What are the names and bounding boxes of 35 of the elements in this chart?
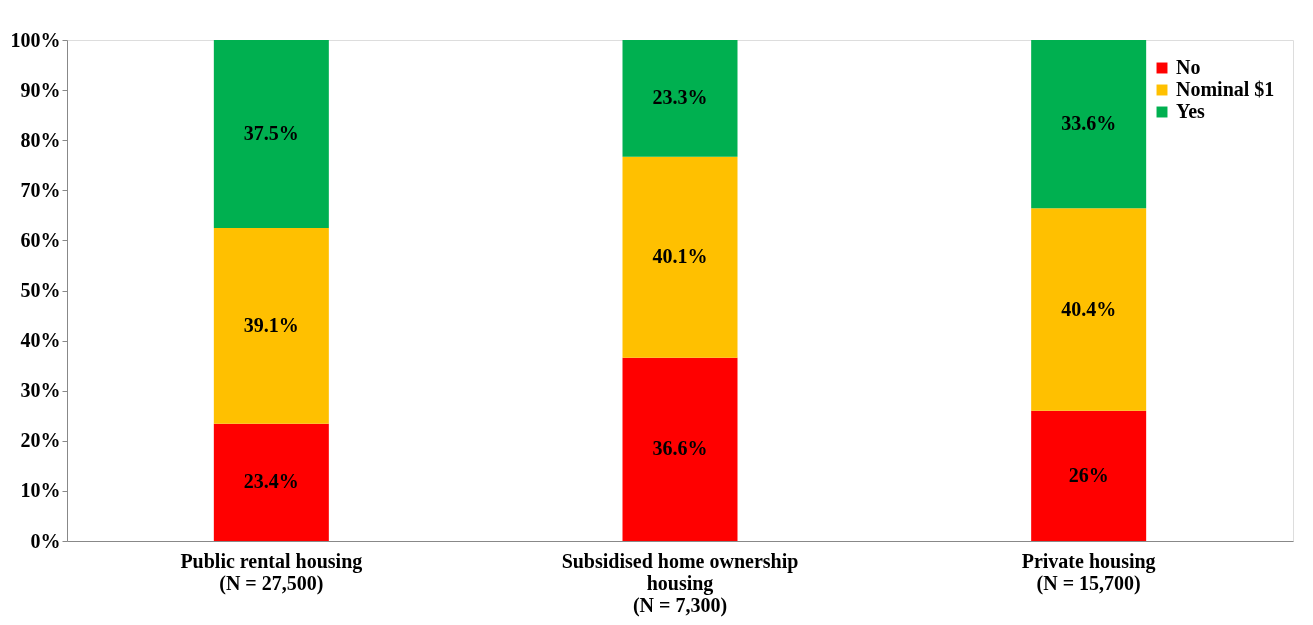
bar: [622, 357, 738, 541]
bar: [622, 156, 738, 358]
x-tick-label: Private housing (N = 15,700): [1021, 549, 1156, 595]
data-label: 26%: [1068, 463, 1109, 486]
legend-label: Nominal $1: [1176, 78, 1275, 100]
data-label: 23.4%: [243, 470, 299, 493]
y-tick-label: 40%: [20, 329, 61, 352]
x-tick-label: Subsidised home ownership housing (N = 7,300): [561, 549, 799, 617]
x-tick-label: Public rental housing (N = 27,500): [180, 549, 363, 595]
legend-label: No: [1176, 56, 1201, 78]
bar: [622, 40, 738, 157]
data-label: 36.6%: [652, 437, 708, 460]
y-tick-label: 0%: [30, 529, 61, 552]
y-tick-label: 70%: [20, 178, 61, 201]
data-label: 40.1%: [652, 245, 708, 268]
data-label: 23.3%: [652, 86, 708, 109]
data-label: 40.4%: [1061, 297, 1117, 320]
data-label: 37.5%: [243, 121, 299, 144]
legend-label: Yes: [1176, 100, 1206, 122]
bar: [213, 423, 329, 541]
y-tick-label: 10%: [20, 479, 61, 502]
y-tick-label: 30%: [20, 379, 61, 402]
data-label: 39.1%: [243, 313, 299, 336]
y-tick-label: 100%: [10, 28, 61, 51]
y-tick-label: 50%: [20, 279, 61, 301]
bar: [1031, 208, 1147, 411]
y-tick-label: 20%: [20, 429, 61, 452]
y-tick-label: 60%: [20, 228, 61, 251]
y-tick-label: 80%: [20, 128, 61, 151]
bar: [1031, 410, 1147, 541]
bar: [213, 227, 329, 424]
bar: [1031, 40, 1147, 209]
bar: [213, 40, 329, 228]
data-label: 33.6%: [1061, 112, 1117, 135]
y-tick-label: 90%: [20, 78, 61, 101]
